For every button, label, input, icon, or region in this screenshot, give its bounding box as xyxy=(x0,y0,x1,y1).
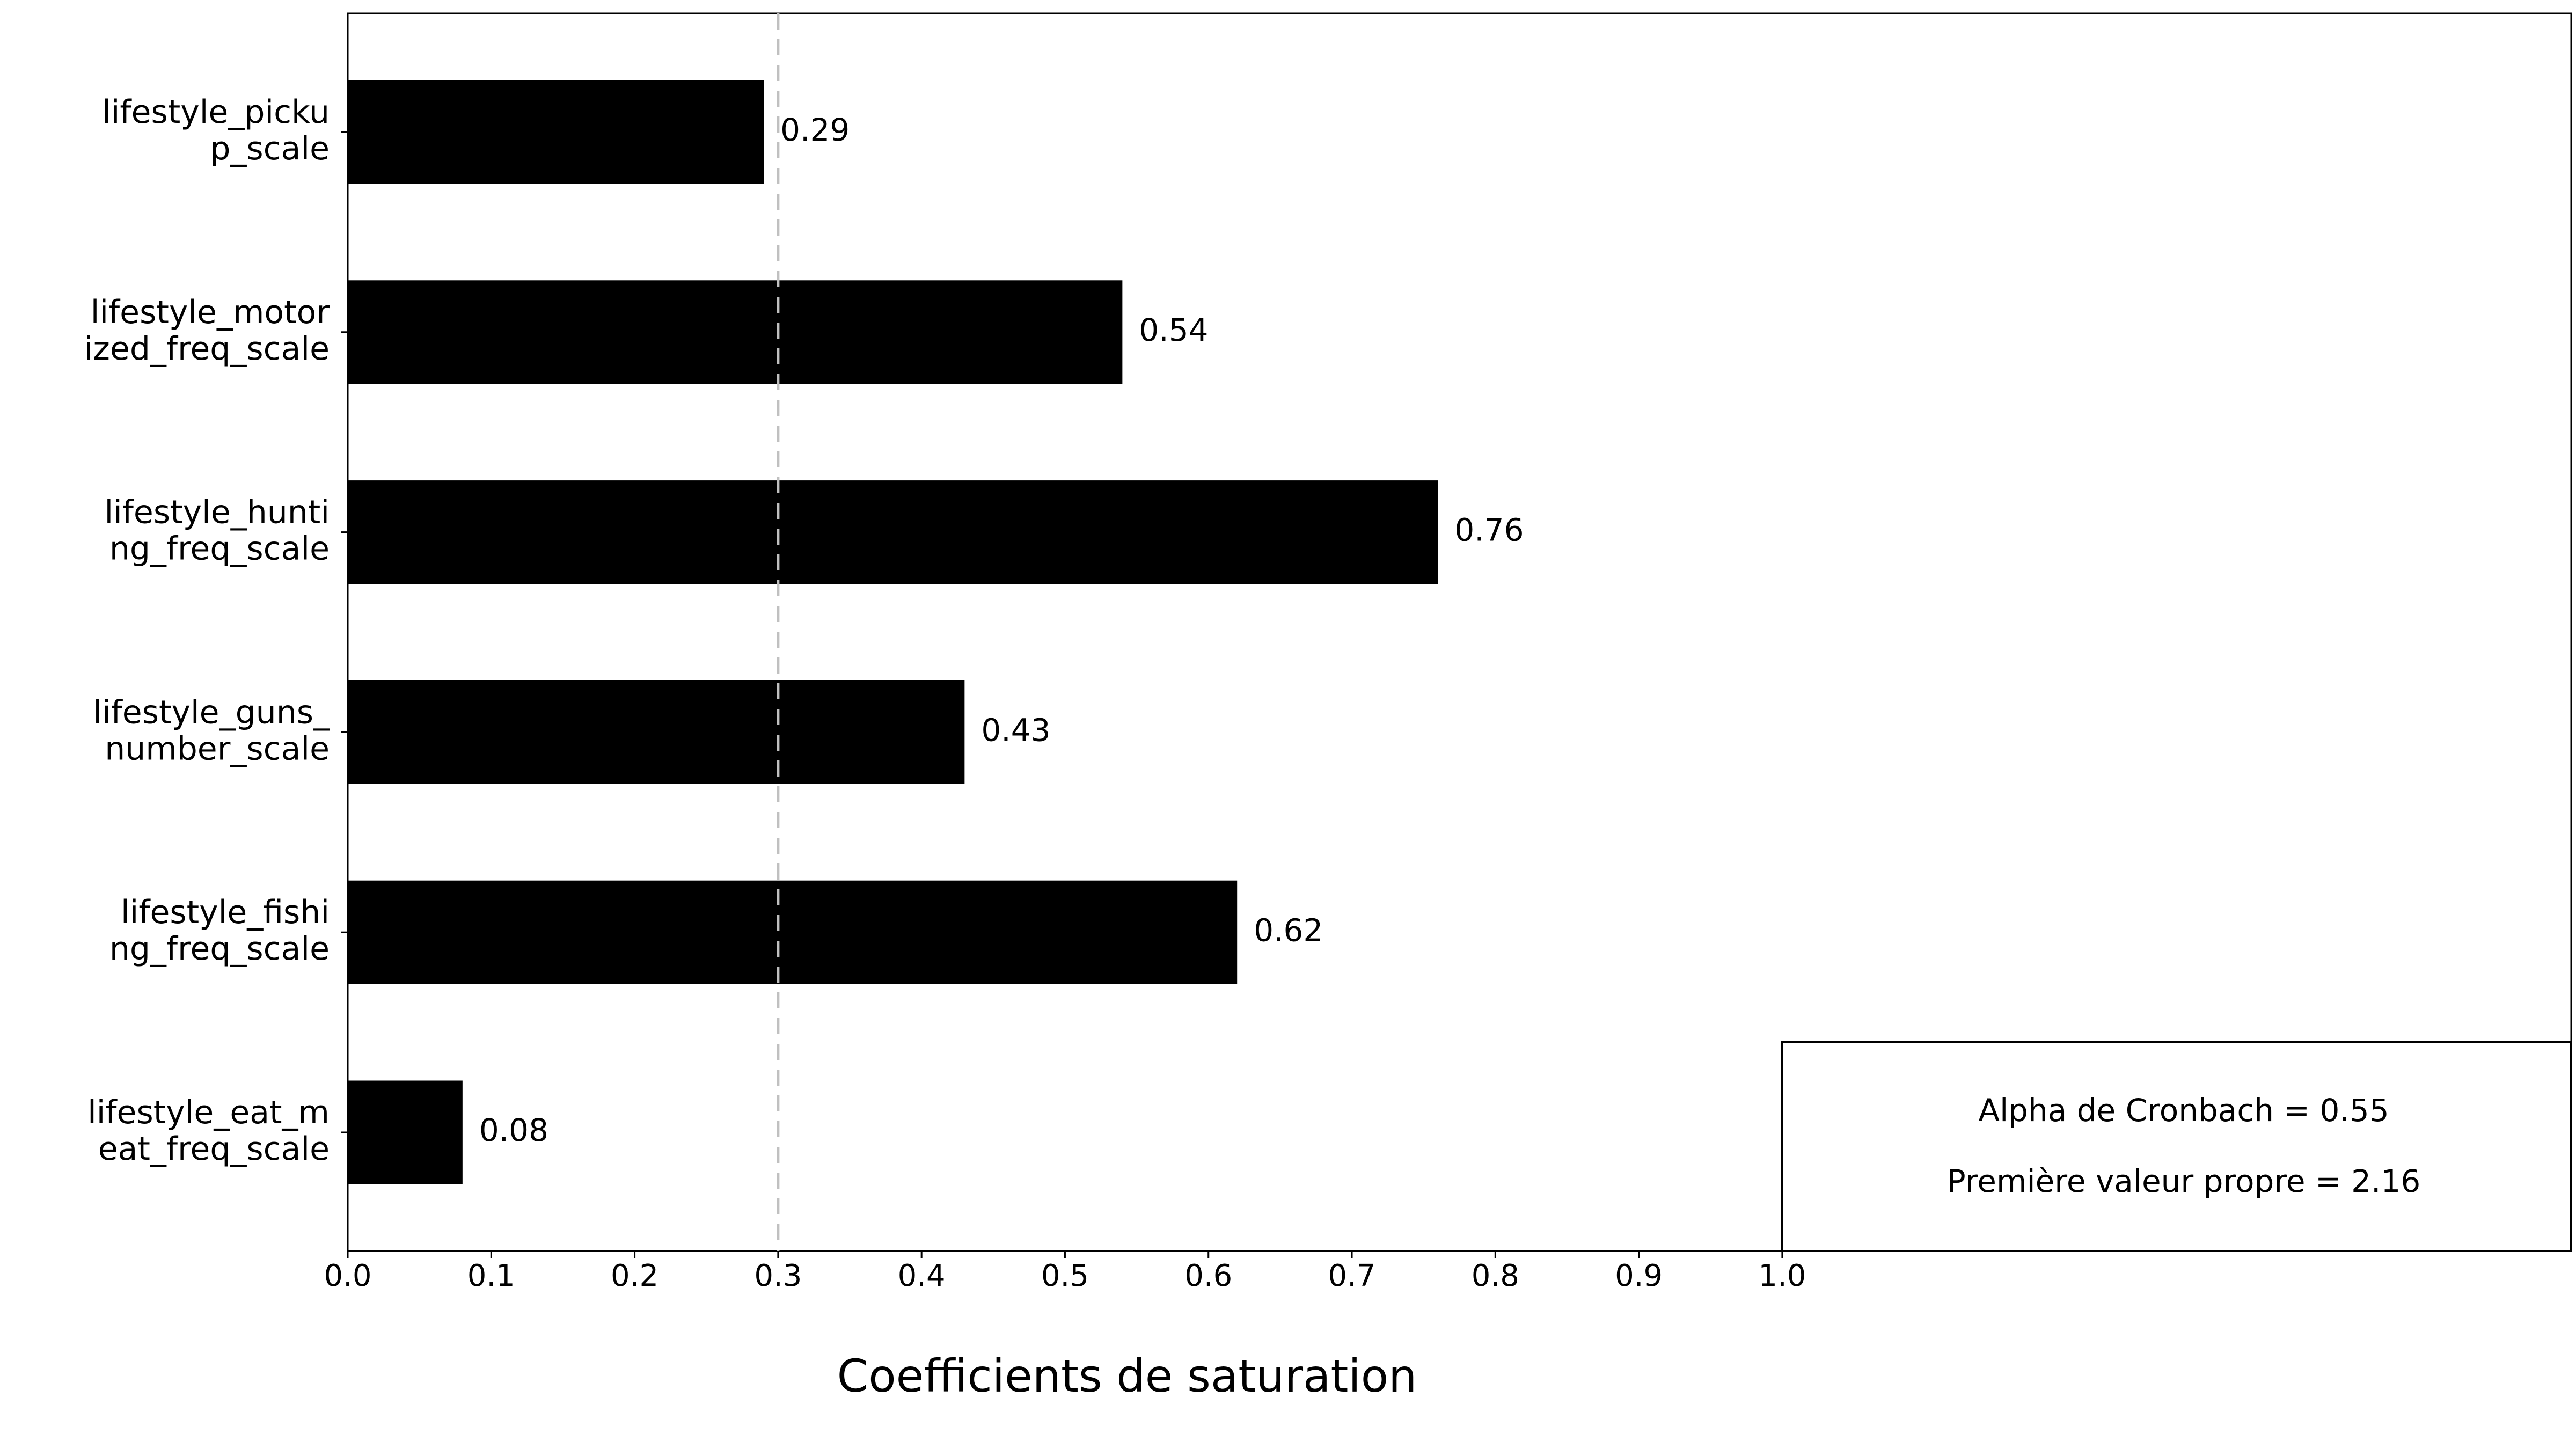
bar xyxy=(348,80,764,184)
plot-frame xyxy=(347,12,2572,1252)
value-label: 0.76 xyxy=(1454,512,1524,548)
y-tick-label-line: ng_freq_scale xyxy=(109,530,330,567)
y-tick-label: lifestyle_motor ized_freq_scale xyxy=(84,293,330,367)
value-label: 0.29 xyxy=(780,112,850,148)
bar xyxy=(348,880,1238,984)
x-tick-label: 0.5 xyxy=(1041,1258,1089,1293)
y-tick-label-line: lifestyle_picku xyxy=(102,93,330,131)
x-tick-label: 0.1 xyxy=(467,1258,515,1293)
y-tick-label: lifestyle_hunti ng_freq_scale xyxy=(104,493,330,567)
x-tick-label: 0.7 xyxy=(1328,1258,1376,1293)
x-tick-label: 0.3 xyxy=(754,1258,802,1293)
bars: 0.29 lifestyle_picku p_scale 0.54 lifestyle_… xyxy=(84,80,1524,1184)
y-tick-label-line: number_scale xyxy=(105,730,330,767)
annotation-box xyxy=(1781,1041,2572,1252)
value-label: 0.43 xyxy=(981,712,1050,749)
y-tick-label: lifestyle_eat_m eat_freq_scale xyxy=(87,1094,330,1168)
x-axis-label: Coefficients de saturation xyxy=(837,1350,1417,1402)
value-label: 0.54 xyxy=(1139,312,1208,348)
x-tick-label: 0.2 xyxy=(611,1258,658,1293)
y-tick-label-line: eat_freq_scale xyxy=(98,1130,330,1168)
x-tick-label: 1.0 xyxy=(1758,1258,1806,1293)
x-tick-label: 0.4 xyxy=(898,1258,946,1293)
y-tick-label-line: p_scale xyxy=(210,130,330,167)
value-label: 0.62 xyxy=(1254,912,1323,948)
value-label: 0.08 xyxy=(479,1112,548,1148)
y-tick-label: lifestyle_picku p_scale xyxy=(102,93,330,167)
y-tick-label: lifestyle_fishi ng_freq_scale xyxy=(109,894,330,968)
bar xyxy=(348,480,1438,584)
bar xyxy=(348,680,965,784)
y-tick-label-line: lifestyle_eat_m xyxy=(87,1094,330,1131)
y-tick-label-line: ng_freq_scale xyxy=(109,930,330,968)
y-tick-label: lifestyle_guns_ number_scale xyxy=(93,693,330,767)
y-tick-label-line: lifestyle_guns_ xyxy=(93,693,330,731)
x-tick-label: 0.0 xyxy=(324,1258,371,1293)
y-tick-label-line: lifestyle_hunti xyxy=(104,493,330,531)
annotation: Alpha de Cronbach = 0.55 xyxy=(1978,1092,2389,1129)
x-tick-label: 0.6 xyxy=(1184,1258,1232,1293)
y-tick-label-line: lifestyle_fishi xyxy=(121,894,330,931)
y-tick-label-line: ized_freq_scale xyxy=(84,330,330,367)
annotation: Première valeur propre = 2.16 xyxy=(1947,1163,2420,1199)
bar xyxy=(348,1080,463,1184)
x-tick-label: 0.9 xyxy=(1615,1258,1663,1293)
y-tick-label-line: lifestyle_motor xyxy=(91,293,330,331)
bar xyxy=(348,280,1123,384)
x-tick-label: 0.8 xyxy=(1472,1258,1519,1293)
